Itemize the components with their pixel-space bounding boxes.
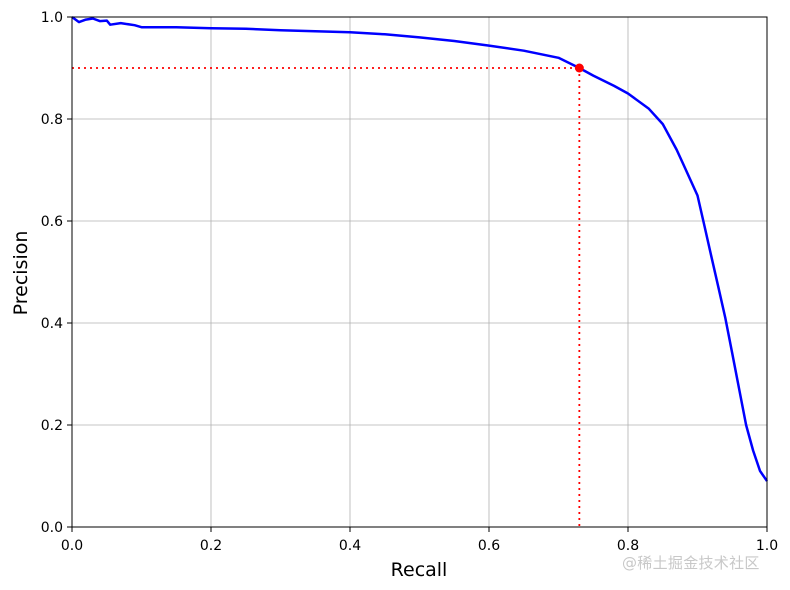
y-tick-label: 0.8: [41, 112, 63, 128]
threshold-point: [574, 63, 584, 73]
y-tick-label: 0.2: [41, 418, 63, 434]
y-tick-label: 0.4: [41, 316, 63, 332]
y-axis-label: Precision: [10, 231, 32, 316]
x-tick-label: 0.2: [200, 538, 222, 554]
x-axis-label: Recall: [391, 559, 448, 581]
y-tick-label: 0.6: [41, 214, 63, 230]
threshold-guides: [72, 67, 581, 527]
x-tick-label: 1.0: [756, 538, 778, 554]
x-tick-label: 0.8: [617, 538, 639, 554]
x-axis-ticks: 0.0 0.2 0.4 0.6 0.8 1.0: [61, 527, 778, 554]
x-tick-label: 0.4: [339, 538, 361, 554]
y-axis-ticks: 0.0 0.2 0.4 0.6 0.8 1.0: [41, 10, 72, 536]
y-tick-label: 0.0: [41, 520, 63, 536]
axes-border: [71, 16, 768, 528]
precision-recall-curve: [71, 15, 769, 482]
grid-lines: [71, 16, 768, 528]
x-tick-label: 0.0: [61, 538, 83, 554]
watermark-text: @稀土掘金技术社区: [622, 554, 760, 572]
y-tick-label: 1.0: [41, 10, 63, 26]
series-layer: [71, 15, 769, 482]
x-tick-label: 0.6: [478, 538, 500, 554]
plot-frame: [71, 16, 768, 528]
